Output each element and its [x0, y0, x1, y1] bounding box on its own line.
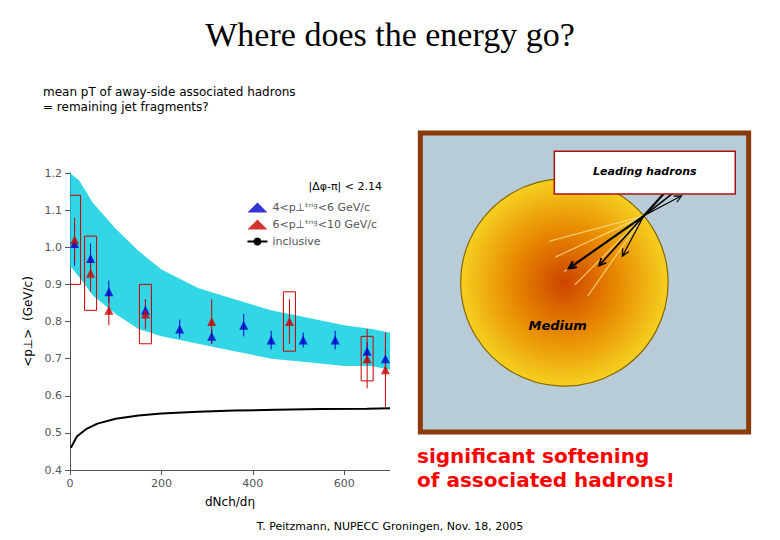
svg-text:0.8: 0.8	[45, 315, 63, 328]
svg-text:400: 400	[242, 477, 263, 490]
svg-text:T. Peitzmann, NUPECC Groningen: T. Peitzmann, NUPECC Groningen, Nov. 18,…	[256, 520, 524, 533]
svg-text:1.2: 1.2	[45, 167, 63, 180]
svg-text:1.0: 1.0	[45, 241, 63, 254]
svg-text:dNch/dη: dNch/dη	[205, 495, 255, 509]
svg-text:= remaining jet fragments?: = remaining jet fragments?	[43, 100, 209, 114]
svg-text:|Δφ-π| < 2.14: |Δφ-π| < 2.14	[309, 180, 383, 193]
svg-text:0.4: 0.4	[45, 464, 63, 477]
svg-text:significant softening: significant softening	[417, 444, 649, 468]
svg-text:1.1: 1.1	[45, 204, 63, 217]
svg-text:4<p⊥ᵗʳⁱᵍ<6 GeV/c: 4<p⊥ᵗʳⁱᵍ<6 GeV/c	[272, 201, 370, 214]
svg-text:Medium: Medium	[529, 318, 587, 333]
svg-text:<p⊥> (GeV/c): <p⊥> (GeV/c)	[21, 276, 35, 367]
svg-text:Leading hadrons: Leading hadrons	[593, 165, 697, 178]
svg-text:0.6: 0.6	[45, 389, 63, 402]
svg-text:0.5: 0.5	[45, 426, 63, 439]
svg-text:600: 600	[334, 477, 355, 490]
svg-text:of associated hadrons!: of associated hadrons!	[417, 468, 675, 492]
svg-text:6<p⊥ᵗʳⁱᵍ<10 GeV/c: 6<p⊥ᵗʳⁱᵍ<10 GeV/c	[272, 218, 377, 231]
svg-text:mean pT of away-side associate: mean pT of away-side associated hadrons	[43, 85, 296, 99]
svg-text:0: 0	[67, 477, 74, 490]
svg-text:inclusive: inclusive	[272, 235, 320, 248]
svg-text:Where does the energy go?: Where does the energy go?	[205, 16, 574, 53]
svg-text:200: 200	[151, 477, 172, 490]
svg-text:0.7: 0.7	[45, 352, 63, 365]
svg-text:0.9: 0.9	[45, 278, 63, 291]
